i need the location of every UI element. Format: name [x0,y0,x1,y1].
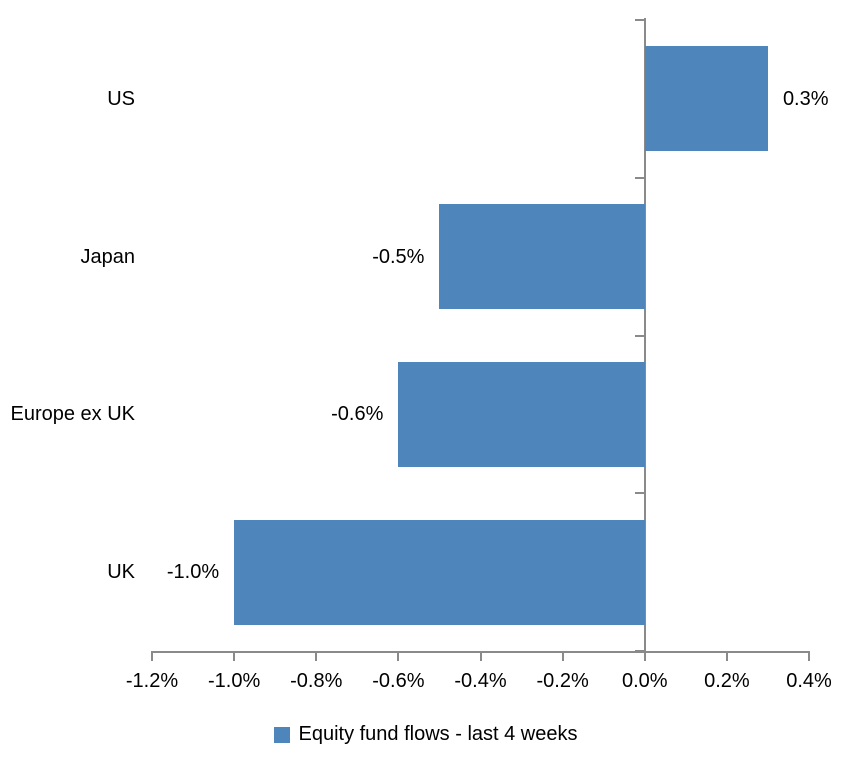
category-label: US [107,87,135,110]
x-axis-tick [643,653,646,661]
x-tick-label: 0.2% [704,670,750,692]
bar-uk [234,519,645,625]
x-axis-tick [151,653,153,661]
bar-us [644,46,768,152]
category-axis-tick [634,19,644,21]
data-label: -0.5% [372,245,425,268]
legend-label: Equity fund flows - last 4 weeks [298,723,578,745]
x-tick-label: 0.4% [786,670,832,692]
category-label: UK [107,561,135,584]
legend: Equity fund flows - last 4 weeks [0,719,852,749]
data-label: -1.0% [166,561,220,584]
category-axis-tick [634,492,644,495]
x-tick-label: -0.8% [290,670,343,692]
bar-europe-ex-uk [398,361,645,467]
data-label: -0.6% [331,403,384,426]
category-label: Japan [80,245,136,268]
legend-marker-icon [274,727,291,743]
x-axis-tick [479,653,482,661]
x-axis-tick [315,653,318,661]
x-tick-label: -0.4% [454,670,507,692]
category-axis-tick [634,176,644,179]
category-axis-line [643,18,646,652]
value-axis-line [151,651,810,653]
x-tick-label: -0.6% [372,670,425,692]
category-axis-tick [634,334,644,337]
x-tick-label: 0.0% [621,670,668,692]
x-axis-tick [808,653,810,661]
bar-japan [439,204,645,310]
x-tick-label: -1.2% [125,670,179,692]
x-axis-tick [561,653,564,661]
x-axis-tick [233,653,236,661]
category-label: Europe ex UK [10,403,135,426]
x-tick-label: -1.0% [208,670,261,692]
x-axis-tick [725,653,728,661]
x-axis-tick [397,653,400,661]
x-tick-label: -0.2% [536,670,589,692]
data-label: 0.3% [782,87,829,110]
